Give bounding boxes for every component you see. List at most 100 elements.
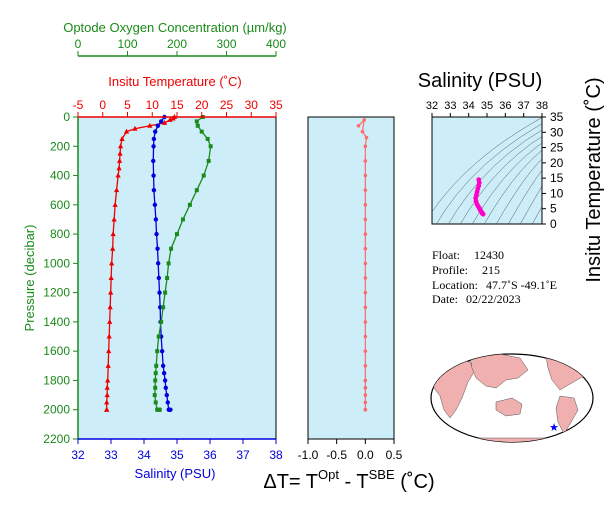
salinity-point (168, 407, 173, 412)
land-south-america (555, 395, 579, 435)
salinity-point (151, 158, 156, 164)
pressure-tick-label: 1000 (43, 256, 70, 270)
pressure-tick-label: 400 (50, 169, 70, 183)
delta-point (363, 203, 368, 207)
ts-xtick-label: 36 (499, 100, 511, 112)
density-contour (436, 123, 542, 224)
salinity-point (153, 217, 159, 222)
oxygen-tick-label: 200 (167, 37, 187, 51)
temperature-point (109, 260, 115, 266)
density-contour (508, 169, 542, 224)
delta-tick-label: 0.0 (357, 448, 374, 462)
salinity-axis-title: Salinity (PSU) (135, 466, 216, 481)
temperature-point (167, 116, 173, 122)
temperature-point (108, 275, 114, 280)
delta-point (363, 188, 368, 192)
delta-point (363, 217, 368, 222)
profile-value: 215 (482, 263, 500, 277)
ts-series-group (473, 177, 486, 217)
salinity-point (165, 400, 170, 405)
temperature-tick-label: -5 (73, 98, 84, 112)
oxygen-tick-label: 400 (266, 37, 286, 51)
oxygen-point (194, 119, 199, 124)
ts-ytick-label: 0 (550, 217, 557, 231)
profile-series-group (104, 114, 213, 412)
density-contour (484, 149, 542, 224)
oxygen-point (180, 217, 185, 222)
oxygen-point (195, 123, 200, 128)
profile-panel: 0200400600800100012001400160018002000220… (43, 37, 286, 462)
oxygen-point (165, 276, 170, 280)
delta-point (362, 118, 366, 122)
oxygen-point (153, 371, 158, 376)
oxygen-point (206, 158, 211, 163)
salinity-point (157, 290, 162, 295)
oxygen-point (208, 144, 213, 149)
ts-ytick-label: 30 (550, 125, 564, 139)
temperature-tick-label: 5 (124, 98, 131, 112)
delta-point (363, 173, 368, 178)
ts-ytick-label: 5 (550, 202, 557, 216)
temperature-point (119, 135, 125, 141)
temperature-point (111, 216, 117, 222)
delta-tick-label: -1.0 (298, 448, 319, 462)
delta-point (363, 320, 368, 324)
temperature-tick-label: 10 (146, 98, 160, 112)
ts-density-contours (432, 117, 585, 228)
delta-point (363, 378, 368, 383)
temperature-point (114, 187, 120, 193)
delta-point (363, 400, 368, 405)
oxygen-point (157, 407, 162, 412)
delta-point (364, 135, 369, 140)
oxygen-point (153, 400, 158, 405)
date-label: Date: (432, 292, 458, 306)
temperature-point (132, 125, 138, 131)
salinity-point (155, 261, 161, 266)
temperature-point (105, 377, 111, 383)
delta-point (363, 364, 368, 368)
temperature-point (104, 399, 110, 405)
profile-label: Profile: (432, 263, 468, 277)
salinity-point (162, 378, 168, 383)
land-asia (469, 354, 529, 389)
density-contour (432, 117, 542, 213)
ts-title: Salinity (PSU) (418, 70, 542, 92)
delta-tick-label: -0.5 (326, 448, 347, 462)
oxygen-point (194, 188, 199, 193)
temperature-point (112, 201, 118, 207)
pressure-tick-label: 1200 (43, 286, 70, 300)
delta-point (356, 123, 361, 128)
temperature-point (117, 150, 123, 156)
salinity-point (159, 348, 165, 354)
delta-series-group (356, 118, 369, 412)
temperature-point (108, 289, 114, 295)
salinity-point (152, 202, 158, 208)
density-contour (562, 174, 585, 228)
density-contour (520, 185, 542, 224)
world-map: ★ (430, 353, 594, 443)
salinity-point (153, 129, 158, 134)
salinity-tick-label: 36 (203, 448, 217, 462)
salinity-point (160, 363, 166, 369)
delta-point (363, 407, 368, 412)
date-value: 02/22/2023 (466, 292, 521, 306)
oxygen-point (152, 393, 157, 398)
pressure-axis-title: Pressure (decibar) (22, 225, 37, 332)
density-contour (472, 142, 542, 224)
ts-xtick-label: 34 (463, 100, 475, 112)
oxygen-tick-label: 300 (216, 37, 236, 51)
ts-ytick-label: 35 (550, 110, 564, 124)
temperature-point (170, 115, 176, 121)
pressure-tick-label: 600 (50, 198, 70, 212)
temperature-point (104, 384, 110, 390)
density-contour (532, 205, 542, 224)
oxygen-point (154, 363, 159, 368)
delta-point (363, 159, 368, 163)
temperature-point (147, 122, 153, 128)
ts-ytick-label: 15 (550, 171, 564, 185)
temperature-point (116, 165, 122, 171)
salinity-point (155, 246, 160, 251)
